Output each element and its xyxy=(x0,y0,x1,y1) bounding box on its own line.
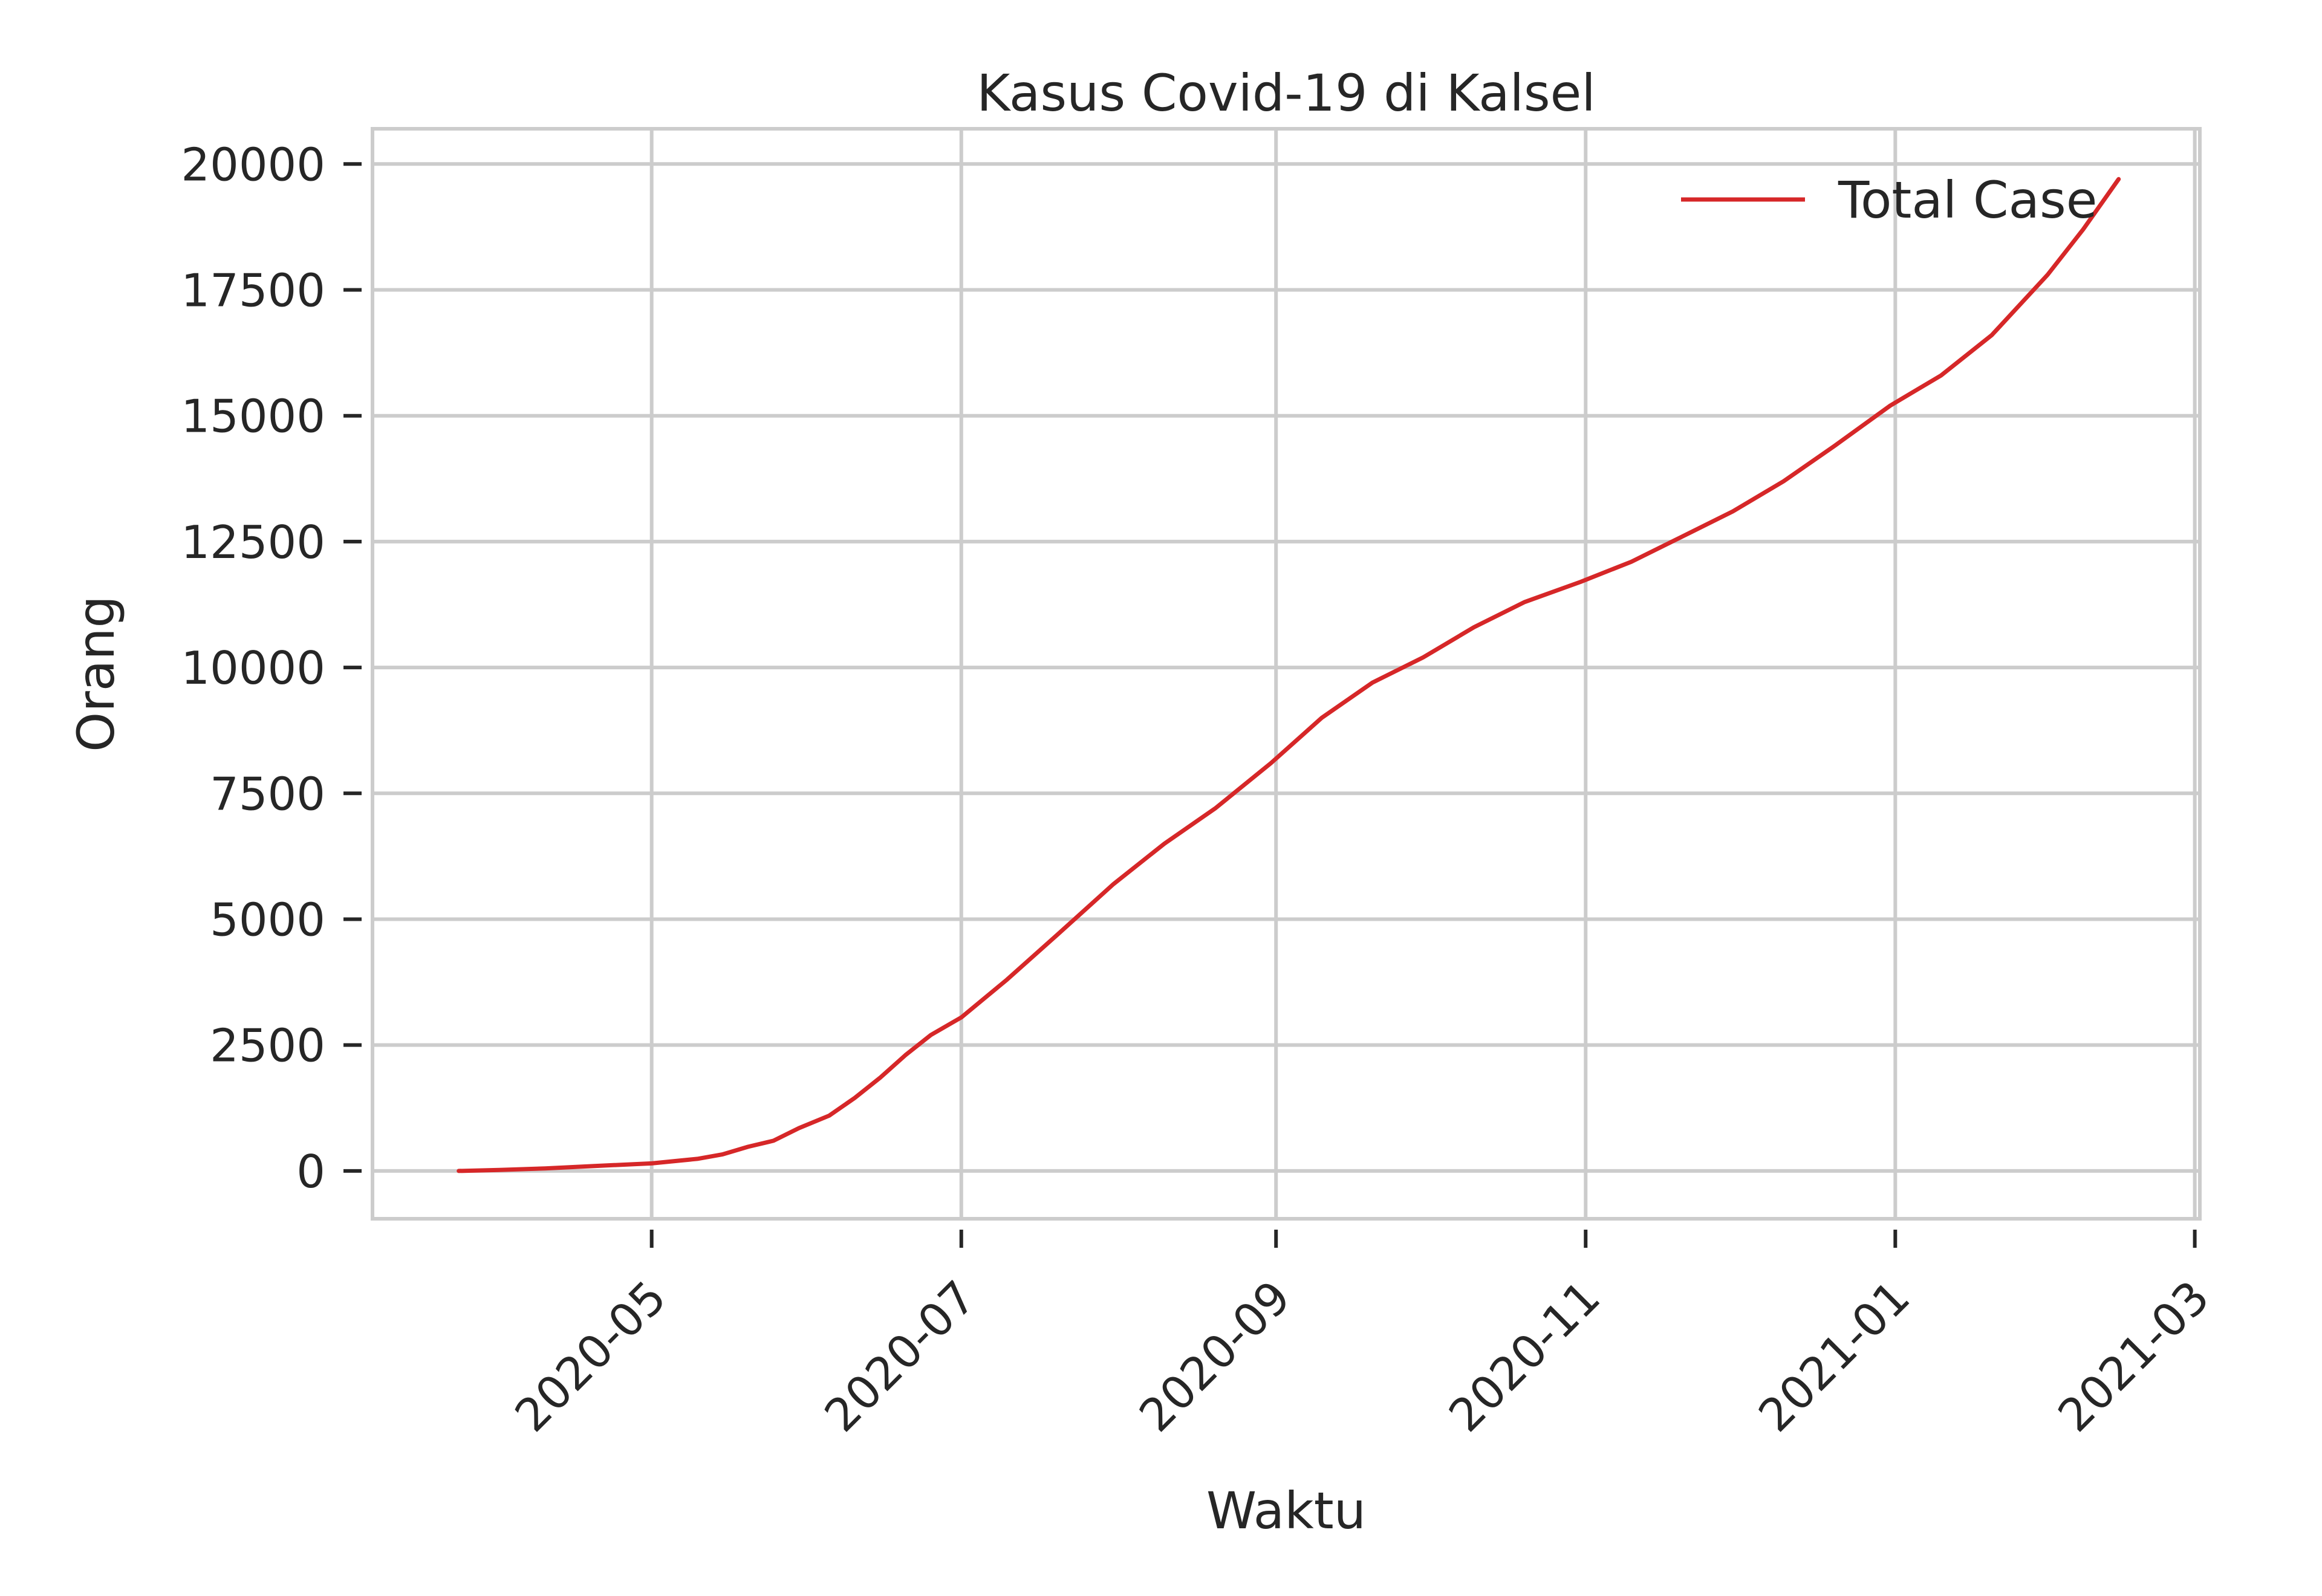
y-tick-label: 5000 xyxy=(210,893,325,946)
x-tick-label: 2021-01 xyxy=(1748,1271,1920,1442)
plot-frame xyxy=(371,127,2202,1221)
y-tick-label: 17500 xyxy=(181,264,325,317)
series-layer xyxy=(457,177,2121,1173)
legend: Total Case xyxy=(1681,170,2097,230)
grid-layer xyxy=(372,129,2200,1219)
y-tick-label: 10000 xyxy=(181,641,325,695)
y-axis-label: Orang xyxy=(67,595,126,752)
x-tick-label: 2020-11 xyxy=(1439,1271,1610,1442)
y-tick-label: 15000 xyxy=(181,390,325,443)
y-tick-label: 0 xyxy=(296,1145,325,1198)
x-tick-label: 2020-05 xyxy=(505,1271,677,1442)
y-tick-label: 2500 xyxy=(210,1019,325,1072)
x-tick-label: 2020-09 xyxy=(1129,1271,1301,1442)
x-axis-label: Waktu xyxy=(1206,1481,1366,1540)
chart-title: Kasus Covid-19 di Kalsel xyxy=(977,63,1595,123)
y-tick-label: 20000 xyxy=(181,138,325,191)
y-tick-label: 12500 xyxy=(181,516,325,569)
x-tick-label: 2020-07 xyxy=(815,1271,986,1442)
x-tick-label: 2021-03 xyxy=(2048,1271,2220,1442)
legend-label-total-case: Total Case xyxy=(1838,170,2097,230)
y-tick-label: 7500 xyxy=(210,767,325,820)
series-line-total-case xyxy=(457,177,2121,1173)
tick-layer: 0 2500 5000 7500 10000 12500 15000 17500 20000 20… xyxy=(181,138,2219,1442)
